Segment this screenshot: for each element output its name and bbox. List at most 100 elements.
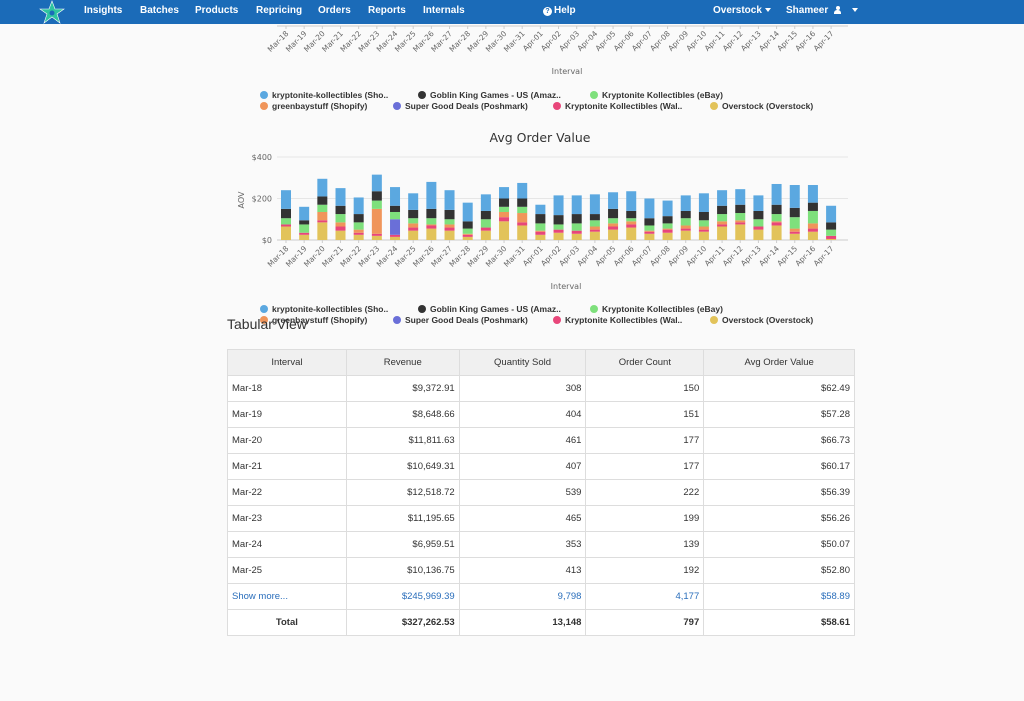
bar-segment[interactable] [462,221,473,229]
bar-segment[interactable] [408,218,419,224]
legend-item[interactable]: Super Good Deals (Poshmark) [393,315,528,325]
bar-segment[interactable] [626,191,637,211]
bar-segment[interactable] [408,230,419,240]
bar-segment[interactable] [462,234,473,237]
bar-segment[interactable] [698,220,709,227]
bar-segment[interactable] [517,206,528,214]
bar-segment[interactable] [571,223,582,231]
bar-segment[interactable] [462,233,473,235]
bar-segment[interactable] [553,215,564,225]
legend-item[interactable]: greenbaystuff (Shopify) [260,101,367,111]
bar-segment[interactable] [335,188,346,206]
bar-segment[interactable] [589,194,600,215]
bar-segment[interactable] [553,229,564,233]
marketplace-dropdown[interactable]: Overstock [713,5,771,16]
nav-help[interactable]: ? Help [543,5,576,16]
legend-item[interactable]: kryptonite-kollectibles (Sho.. [260,304,388,314]
bar-segment[interactable] [644,225,655,231]
bar-segment[interactable] [807,223,818,229]
bar-segment[interactable] [771,222,782,226]
bar-segment[interactable] [426,224,437,226]
bar-segment[interactable] [426,218,437,225]
bar-segment[interactable] [626,221,637,225]
bar-segment[interactable] [444,227,455,231]
bar-segment[interactable] [753,226,764,230]
nav-repricing[interactable]: Repricing [256,5,303,16]
bar-segment[interactable] [771,225,782,240]
legend-item[interactable]: kryptonite-kollectibles (Sho.. [260,90,388,100]
bar-segment[interactable] [771,214,782,222]
bar-segment[interactable] [771,183,782,205]
bar-segment[interactable] [480,194,491,211]
bar-segment[interactable] [517,182,528,199]
bar-segment[interactable] [390,234,401,237]
bar-segment[interactable] [608,208,619,219]
bar-segment[interactable] [317,222,328,240]
bar-segment[interactable] [517,213,528,223]
bar-segment[interactable] [717,190,728,206]
bar-segment[interactable] [662,232,673,240]
bar-segment[interactable] [826,238,837,240]
bar-segment[interactable] [662,200,673,217]
bar-segment[interactable] [444,219,455,225]
legend-item[interactable]: Goblin King Games - US (Amaz.. [418,304,561,314]
bar-segment[interactable] [535,214,546,224]
legend-item[interactable]: Kryptonite Kollectibles (eBay) [590,90,723,100]
bar-segment[interactable] [789,231,800,234]
bar-segment[interactable] [789,185,800,208]
bar-segment[interactable] [698,229,709,232]
bar-segment[interactable] [662,223,673,229]
bar-segment[interactable] [371,233,382,236]
bar-segment[interactable] [353,222,364,230]
bar-segment[interactable] [608,229,619,240]
bar-segment[interactable] [826,229,837,236]
bar-segment[interactable] [390,205,401,212]
bar-segment[interactable] [644,230,655,232]
bar-segment[interactable] [335,226,346,231]
bar-segment[interactable] [735,204,746,214]
bar-segment[interactable] [608,226,619,230]
bar-segment[interactable] [571,230,582,234]
bar-segment[interactable] [281,218,291,225]
bar-segment[interactable] [826,222,837,230]
bar-segment[interactable] [499,211,510,218]
nav-orders[interactable]: Orders [318,5,351,16]
bar-segment[interactable] [789,228,800,232]
bar-segment[interactable] [390,219,401,235]
bar-segment[interactable] [662,216,673,224]
bar-segment[interactable] [353,229,364,233]
bar-segment[interactable] [680,228,691,231]
bar-segment[interactable] [807,210,818,224]
col-revenue[interactable]: Revenue [345,349,460,376]
bar-segment[interactable] [444,224,455,228]
bar-segment[interactable] [535,223,546,231]
bar-segment[interactable] [390,236,401,240]
bar-segment[interactable] [517,198,528,207]
bar-segment[interactable] [353,234,364,240]
bar-segment[interactable] [371,200,382,209]
bar-segment[interactable] [662,229,673,233]
bar-segment[interactable] [535,204,546,215]
bar-segment[interactable] [680,218,691,226]
user-menu[interactable]: Shameer [786,5,858,16]
star-logo-icon[interactable] [38,0,66,24]
legend-item[interactable]: Kryptonite Kollectibles (eBay) [590,304,723,314]
bar-segment[interactable] [499,198,510,207]
bar-segment[interactable] [735,220,746,223]
bar-segment[interactable] [480,230,491,240]
bar-segment[interactable] [408,209,419,219]
bar-segment[interactable] [535,234,546,240]
bar-segment[interactable] [499,217,510,222]
bar-segment[interactable] [353,214,364,223]
col-order-count[interactable]: Order Count [585,349,705,376]
bar-segment[interactable] [626,218,637,222]
bar-segment[interactable] [608,223,619,227]
bar-segment[interactable] [335,205,346,215]
bar-segment[interactable] [299,224,310,233]
bar-segment[interactable] [771,221,782,223]
col-interval[interactable]: Interval [227,349,347,376]
bar-segment[interactable] [753,195,764,211]
bar-segment[interactable] [807,202,818,211]
bar-segment[interactable] [408,223,419,228]
bar-segment[interactable] [735,213,746,221]
